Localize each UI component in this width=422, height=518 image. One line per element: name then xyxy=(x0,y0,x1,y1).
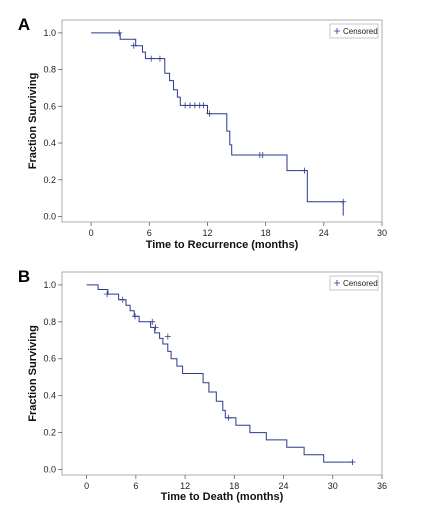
censored-marker xyxy=(132,313,139,320)
x-tick-label: 24 xyxy=(319,228,329,238)
y-tick-label: 0.2 xyxy=(43,428,56,438)
legend-label: Censored xyxy=(343,279,378,288)
x-tick-label: 12 xyxy=(180,481,190,491)
x-tick-label: 30 xyxy=(328,481,338,491)
x-tick-label: 24 xyxy=(279,481,289,491)
legend-label: Censored xyxy=(343,27,378,36)
censored-marker xyxy=(206,110,213,117)
legend-box xyxy=(329,275,379,291)
survival-curve xyxy=(91,32,344,216)
plot-frame xyxy=(61,271,383,476)
y-tick-label: 0.6 xyxy=(43,354,56,364)
censored-marker xyxy=(225,414,232,421)
censored-marker xyxy=(349,459,356,466)
censored-marker xyxy=(301,167,308,174)
x-tick-label: 36 xyxy=(377,481,387,491)
censored-marker xyxy=(116,29,123,36)
censored-marker xyxy=(340,198,347,205)
panel-letter: B xyxy=(18,267,30,286)
x-tick-label: 18 xyxy=(229,481,239,491)
censored-marker xyxy=(164,333,171,340)
y-tick-label: 0.6 xyxy=(43,101,56,111)
panel-letter: A xyxy=(18,15,30,34)
x-axis-title: Time to Death (months) xyxy=(161,491,284,503)
panel-a: A 0 6 12 18 24 30 0.0 0.2 0.4 0.6 0.8 1.0 Time to Rec… xyxy=(18,15,387,251)
x-tick-label: 12 xyxy=(202,228,212,238)
censored-marker xyxy=(200,102,207,109)
x-tick-label: 6 xyxy=(147,228,152,238)
panel-b: B 0 6 12 18 24 30 36 0.0 0.2 0.4 0.6 0.8 1.0 Time to D… xyxy=(18,267,387,503)
survival-curve xyxy=(86,284,353,463)
y-tick-label: 0.0 xyxy=(43,211,56,221)
censored-marker xyxy=(156,55,163,62)
y-tick-label: 0.4 xyxy=(43,138,56,148)
censored-marker xyxy=(130,42,137,49)
censored-marker xyxy=(119,296,126,303)
y-tick-label: 0.2 xyxy=(43,175,56,185)
x-tick-label: 0 xyxy=(84,481,89,491)
y-tick-label: 0.4 xyxy=(43,391,56,401)
censored-marker xyxy=(104,291,111,298)
y-tick-label: 0.8 xyxy=(43,317,56,327)
x-tick-label: 0 xyxy=(89,228,94,238)
legend-censored-icon xyxy=(334,28,340,34)
y-axis-title: Fraction Surviving xyxy=(27,73,39,170)
x-tick-label: 18 xyxy=(261,228,271,238)
censored-marker xyxy=(152,324,159,331)
x-tick-label: 30 xyxy=(377,228,387,238)
y-tick-label: 1.0 xyxy=(43,28,56,38)
y-tick-label: 0.8 xyxy=(43,65,56,75)
plot-frame xyxy=(61,19,383,223)
y-tick-label: 0.0 xyxy=(43,464,56,474)
y-tick-label: 1.0 xyxy=(43,280,56,290)
censored-marker xyxy=(259,151,266,158)
censored-marker xyxy=(149,318,156,325)
y-axis-title: Fraction Surviving xyxy=(27,325,39,422)
legend-box xyxy=(329,23,379,39)
censored-marker xyxy=(148,55,155,62)
legend-censored-icon xyxy=(334,280,340,286)
x-tick-label: 6 xyxy=(133,481,138,491)
x-axis-title: Time to Recurrence (months) xyxy=(146,239,299,251)
